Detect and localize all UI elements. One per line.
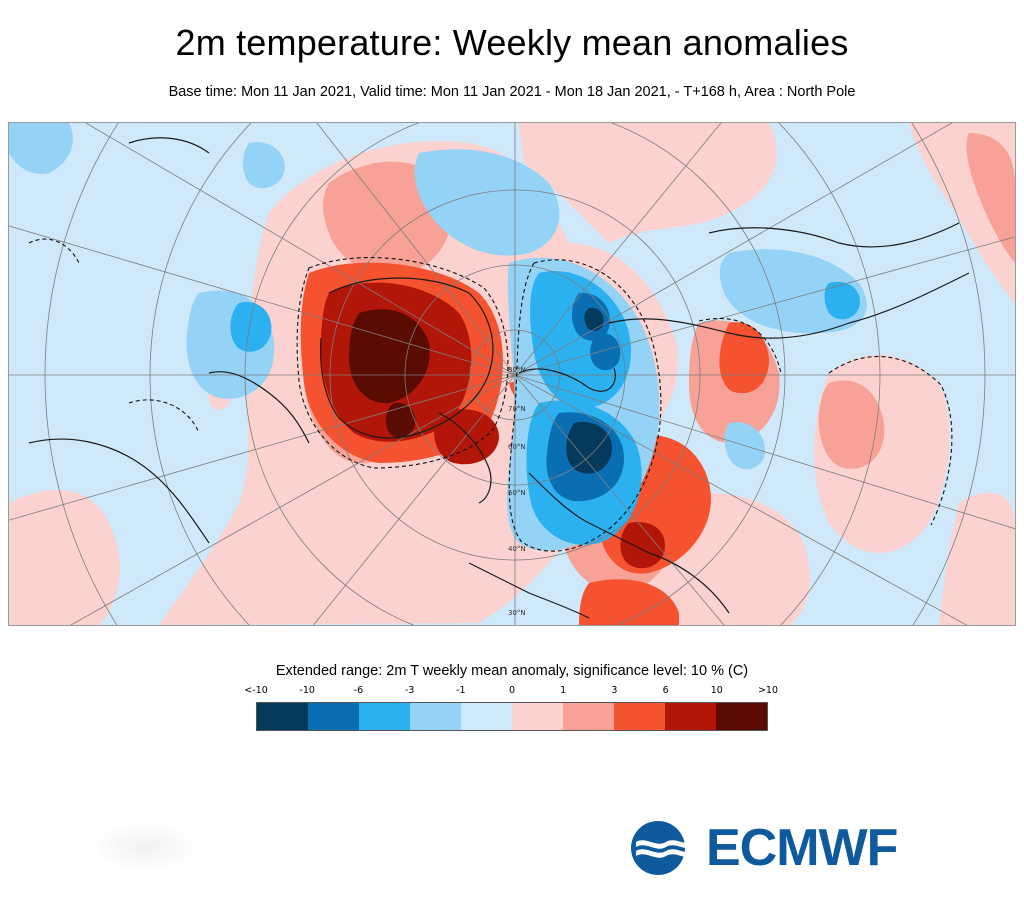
ecmwf-globe-logo-icon bbox=[631, 821, 698, 875]
legend-tick: >10 bbox=[757, 685, 779, 696]
legend-tick: 1 bbox=[560, 685, 567, 696]
legend-swatch bbox=[308, 703, 359, 730]
legend-tick: -10 bbox=[299, 685, 315, 696]
legend-tick: 10 bbox=[710, 685, 723, 696]
lat-label-30: 30°N bbox=[508, 609, 526, 617]
page-subtitle: Base time: Mon 11 Jan 2021, Valid time: … bbox=[168, 84, 856, 100]
legend-swatch bbox=[716, 703, 767, 730]
legend-swatch bbox=[563, 703, 614, 730]
page-title: 2m temperature: Weekly mean anomalies bbox=[175, 22, 849, 63]
ecmwf-logo: ECMWF bbox=[628, 818, 920, 878]
anomaly-map: 80°N 70°N 60°N 50°N 40°N 30°N bbox=[8, 122, 1016, 626]
legend-tick: -3 bbox=[404, 685, 415, 696]
faint-watermark bbox=[90, 822, 200, 872]
legend-tick: 3 bbox=[611, 685, 618, 696]
legend-swatch bbox=[359, 703, 410, 730]
legend-swatch bbox=[410, 703, 461, 730]
legend-tick: -1 bbox=[456, 685, 466, 696]
legend-tick-labels: <-10 -10 -6 -3 -1 0 1 3 6 10 >10 bbox=[244, 685, 778, 699]
legend-swatch bbox=[614, 703, 665, 730]
legend-tick: 6 bbox=[662, 685, 669, 696]
significance-contours bbox=[28, 238, 953, 552]
legend-tick: -6 bbox=[353, 685, 364, 696]
ecmwf-logo-text: ECMWF bbox=[706, 819, 898, 877]
legend-swatch bbox=[512, 703, 563, 730]
legend-colorbar bbox=[256, 702, 768, 731]
extreme-positive-anomaly bbox=[349, 309, 430, 438]
legend-tick: 0 bbox=[508, 685, 516, 696]
legend-swatch bbox=[461, 703, 512, 730]
graticule bbox=[9, 123, 1015, 625]
latitude-labels: 80°N 70°N 60°N 50°N 40°N 30°N bbox=[508, 366, 526, 617]
legend-swatch bbox=[665, 703, 716, 730]
coastlines bbox=[28, 137, 970, 619]
lat-label-50: 50°N bbox=[508, 489, 526, 497]
legend-tick: <-10 bbox=[244, 685, 268, 696]
legend-caption: Extended range: 2m T weekly mean anomaly… bbox=[275, 663, 749, 679]
lat-label-40: 40°N bbox=[508, 545, 526, 553]
extreme-negative-anomaly bbox=[566, 307, 613, 474]
legend-swatch bbox=[257, 703, 308, 730]
lat-label-60: 60°N bbox=[508, 443, 526, 451]
lat-label-80: 80°N bbox=[508, 366, 526, 374]
lat-label-70: 70°N bbox=[508, 405, 526, 413]
